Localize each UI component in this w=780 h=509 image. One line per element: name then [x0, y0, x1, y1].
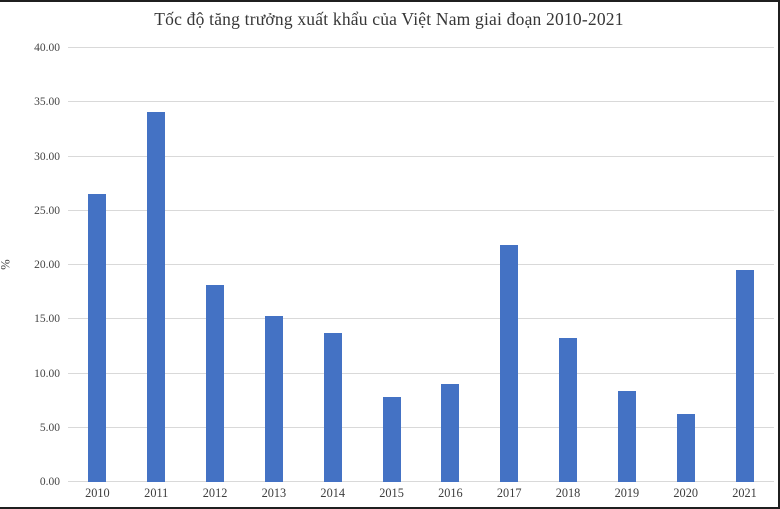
bar-cell: [244, 48, 303, 482]
x-axis-label: 2016: [438, 486, 463, 500]
y-tick-label: 25.00: [34, 204, 60, 217]
gridline: [68, 264, 774, 265]
bar-2012: [206, 284, 225, 482]
bar-cell: [656, 48, 715, 482]
x-axis-label: 2021: [732, 486, 757, 500]
bar-cell: [362, 48, 421, 482]
bar-cell: [127, 48, 186, 482]
bar-2014: [323, 333, 342, 482]
x-axis-label: 2013: [261, 486, 287, 500]
x-axis-label: 2014: [320, 486, 346, 500]
bar-2019: [617, 390, 636, 482]
x-axis-label: 2010: [85, 486, 110, 500]
x-axis-label: 2017: [496, 486, 522, 500]
bar-cell: [186, 48, 245, 482]
gridline: [68, 481, 774, 482]
gridline: [68, 209, 774, 211]
gridline: [68, 47, 774, 48]
bar-cell: [539, 48, 598, 482]
y-tick-label: 0.00: [39, 476, 60, 488]
bar-2013: [264, 316, 283, 482]
y-tick-label: 15.00: [34, 313, 60, 326]
bar-2011: [147, 112, 166, 482]
bar-2010: [88, 194, 107, 482]
y-tick-label: 30.00: [34, 150, 60, 163]
y-tick-label: 5.00: [39, 421, 60, 434]
bar-2018: [559, 337, 578, 482]
bar-2021: [735, 270, 754, 482]
x-axis-label: 2018: [555, 486, 581, 500]
y-axis-ticks: 0.00 5.00 10.00 15.00 20.00 25.00 30.00 35.00 40…: [0, 42, 60, 488]
x-axis-label: 2015: [379, 486, 404, 500]
y-tick-label: 40.00: [34, 42, 60, 54]
bar-2020: [676, 413, 695, 482]
y-tick-label: 35.00: [34, 96, 60, 109]
bar-2015: [382, 397, 401, 482]
gridline: [68, 318, 774, 320]
plot-area: [68, 47, 774, 482]
gridline: [68, 426, 774, 428]
x-axis-label: 2020: [673, 486, 698, 500]
x-axis-label: 2011: [144, 486, 169, 500]
bar-cell: [597, 48, 656, 482]
y-tick-label: 20.00: [34, 259, 60, 271]
bar-cell: [715, 48, 774, 482]
y-tick-label: 10.00: [34, 367, 60, 380]
gridline: [68, 372, 774, 374]
chart-title: Tốc độ tăng trưởng xuất khẩu của Việt Na…: [154, 9, 624, 29]
bar-2017: [500, 245, 519, 482]
bar-cell: [68, 48, 127, 482]
bar-cell: [303, 48, 362, 482]
x-axis-label: 2012: [202, 486, 228, 500]
x-axis-labels: 2010 2011 2012 2013 2014 2015 2016 2017 2018 2019…: [68, 486, 774, 501]
bar-cell: [421, 48, 480, 482]
bars-container: [68, 48, 774, 482]
x-axis-label: 2019: [614, 486, 640, 500]
gridline: [68, 155, 774, 157]
gridline: [68, 101, 774, 103]
bar-cell: [480, 48, 539, 482]
bar-2016: [441, 384, 460, 482]
